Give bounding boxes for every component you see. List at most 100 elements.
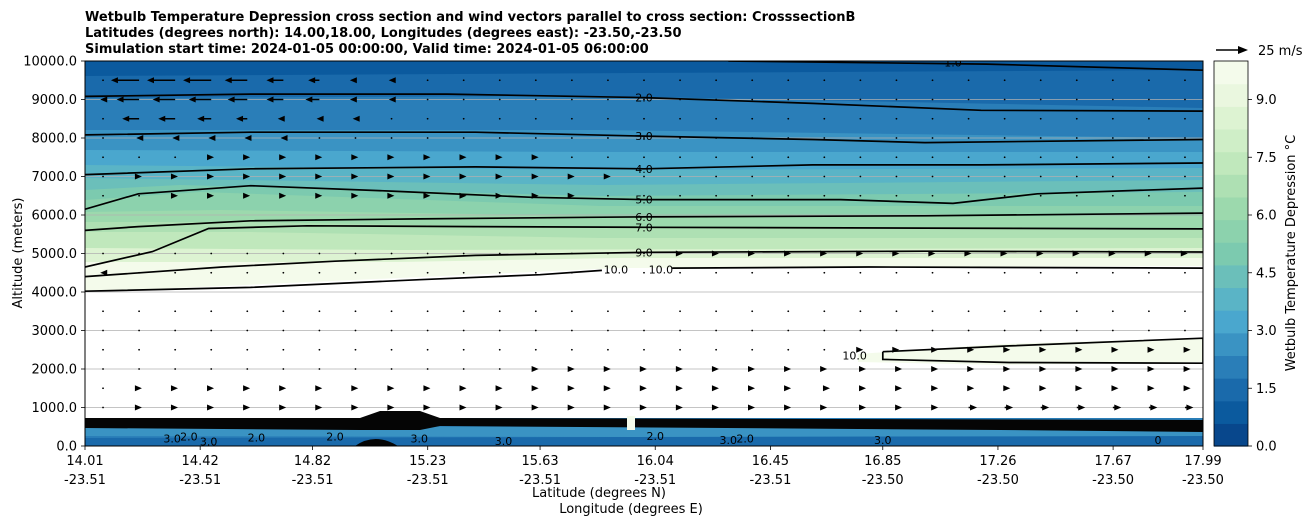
wind-vector-head (895, 385, 903, 392)
wind-vector (751, 329, 754, 332)
wind-vector (1039, 271, 1042, 274)
surface-contour-label: 3.0 (411, 432, 429, 445)
wind-vector-head (351, 385, 359, 392)
wind-vector (426, 348, 429, 351)
wind-vector (1111, 156, 1114, 159)
wind-vector (462, 98, 465, 101)
wind-vector (751, 137, 754, 139)
wind-vector-head (531, 404, 539, 411)
wind-vector-head (675, 385, 683, 392)
wind-vector (895, 117, 898, 120)
contour-label: 3.0 (635, 130, 653, 143)
wind-vector (102, 310, 104, 313)
wind-vector (1075, 117, 1078, 120)
wind-vector (859, 98, 862, 101)
wind-vector (787, 271, 790, 274)
wind-vector-head (122, 115, 130, 122)
wind-vector (462, 368, 465, 370)
wind-vector-head (531, 154, 539, 161)
wind-vector (246, 368, 249, 370)
wind-vector (895, 137, 898, 139)
wind-vector-head (1147, 385, 1155, 392)
wind-vector-head (279, 385, 287, 392)
wind-vector-head (1183, 346, 1191, 353)
contour-label: 6.0 (635, 211, 653, 224)
wind-vector-head (495, 404, 503, 411)
wind-vector (751, 194, 754, 197)
wind-vector (102, 406, 104, 409)
x-tick-label-lon: -23.50 (1092, 473, 1134, 488)
wind-vector (462, 310, 465, 313)
wind-vector-head (711, 250, 719, 257)
wind-vector (570, 329, 573, 332)
wind-vector (607, 98, 609, 101)
wind-vector-head (315, 404, 323, 411)
wind-vector-head (207, 192, 215, 199)
wind-vector (462, 348, 465, 351)
wind-vector (1039, 117, 1042, 120)
y-axis-ticks: 0.0 1000.0 2000.0 3000.0 4000.0 5000.0 6000.0 7… (23, 55, 85, 455)
wind-vector-head (675, 404, 683, 411)
x-tick-label-lon: -23.50 (1182, 473, 1224, 488)
wind-vector (282, 348, 285, 351)
wind-vector (1148, 329, 1150, 332)
wind-vector (1003, 79, 1006, 82)
surface-contour-label: 3.0 (495, 435, 513, 448)
contour-line (85, 212, 1203, 232)
colorbar-tick-label: 6.0 (1256, 209, 1277, 224)
wind-vector (570, 156, 573, 159)
wind-vector-head (134, 404, 142, 411)
wind-vector (282, 368, 285, 370)
wind-vector (174, 329, 177, 332)
wind-vector (390, 310, 393, 313)
wind-vector (643, 252, 645, 255)
contour-label: 4.0 (635, 163, 653, 176)
wind-vector (895, 310, 898, 313)
wind-vector (607, 194, 609, 197)
colorbar-segment (1214, 196, 1248, 221)
wind-vector-head (207, 154, 215, 161)
wind-vector-head (423, 404, 431, 411)
wind-vector (1111, 79, 1114, 82)
wind-vector (1184, 117, 1186, 120)
wind-vector (931, 117, 934, 120)
wind-vector (823, 98, 826, 101)
wind-vector (246, 348, 249, 351)
wind-vector-head (147, 77, 155, 84)
colorbar-tick-label: 3.0 (1256, 324, 1277, 339)
x-tick-label-lon: -23.50 (862, 473, 904, 488)
wind-vector-head (207, 385, 215, 392)
wind-vector (354, 271, 357, 274)
wind-vector (498, 310, 501, 313)
wind-vector (138, 310, 140, 313)
wind-vector (751, 310, 754, 313)
wind-vector-head (859, 366, 867, 372)
wind-vector (1184, 156, 1186, 159)
wind-vector (246, 252, 249, 255)
wind-vector-head (603, 385, 611, 392)
wind-vector-head (859, 385, 867, 392)
wind-vector (1039, 156, 1042, 159)
wind-vector (895, 98, 898, 101)
wind-vector (210, 348, 213, 351)
wind-vector-head (277, 115, 285, 122)
wind-vector (1148, 117, 1150, 120)
colorbar-frame (1213, 60, 1249, 447)
contour-label: 5.0 (635, 194, 653, 207)
wind-vector-head (675, 250, 683, 257)
wind-vector-head (931, 366, 939, 372)
wind-vector (643, 329, 645, 332)
wind-vector (462, 271, 465, 274)
wind-vector (1111, 98, 1114, 101)
y-tick-label: 5000.0 (32, 247, 78, 262)
contour-line (85, 269, 602, 293)
wind-vector (715, 310, 718, 313)
wind-vector-head (1003, 385, 1011, 392)
wind-vector (679, 79, 681, 82)
wind-vector (210, 368, 213, 370)
wind-vector (570, 271, 573, 274)
x-tick-label-lon: -23.51 (634, 473, 676, 488)
wind-vector (354, 137, 357, 139)
wind-vector (1039, 137, 1042, 139)
wind-vector (751, 348, 754, 351)
